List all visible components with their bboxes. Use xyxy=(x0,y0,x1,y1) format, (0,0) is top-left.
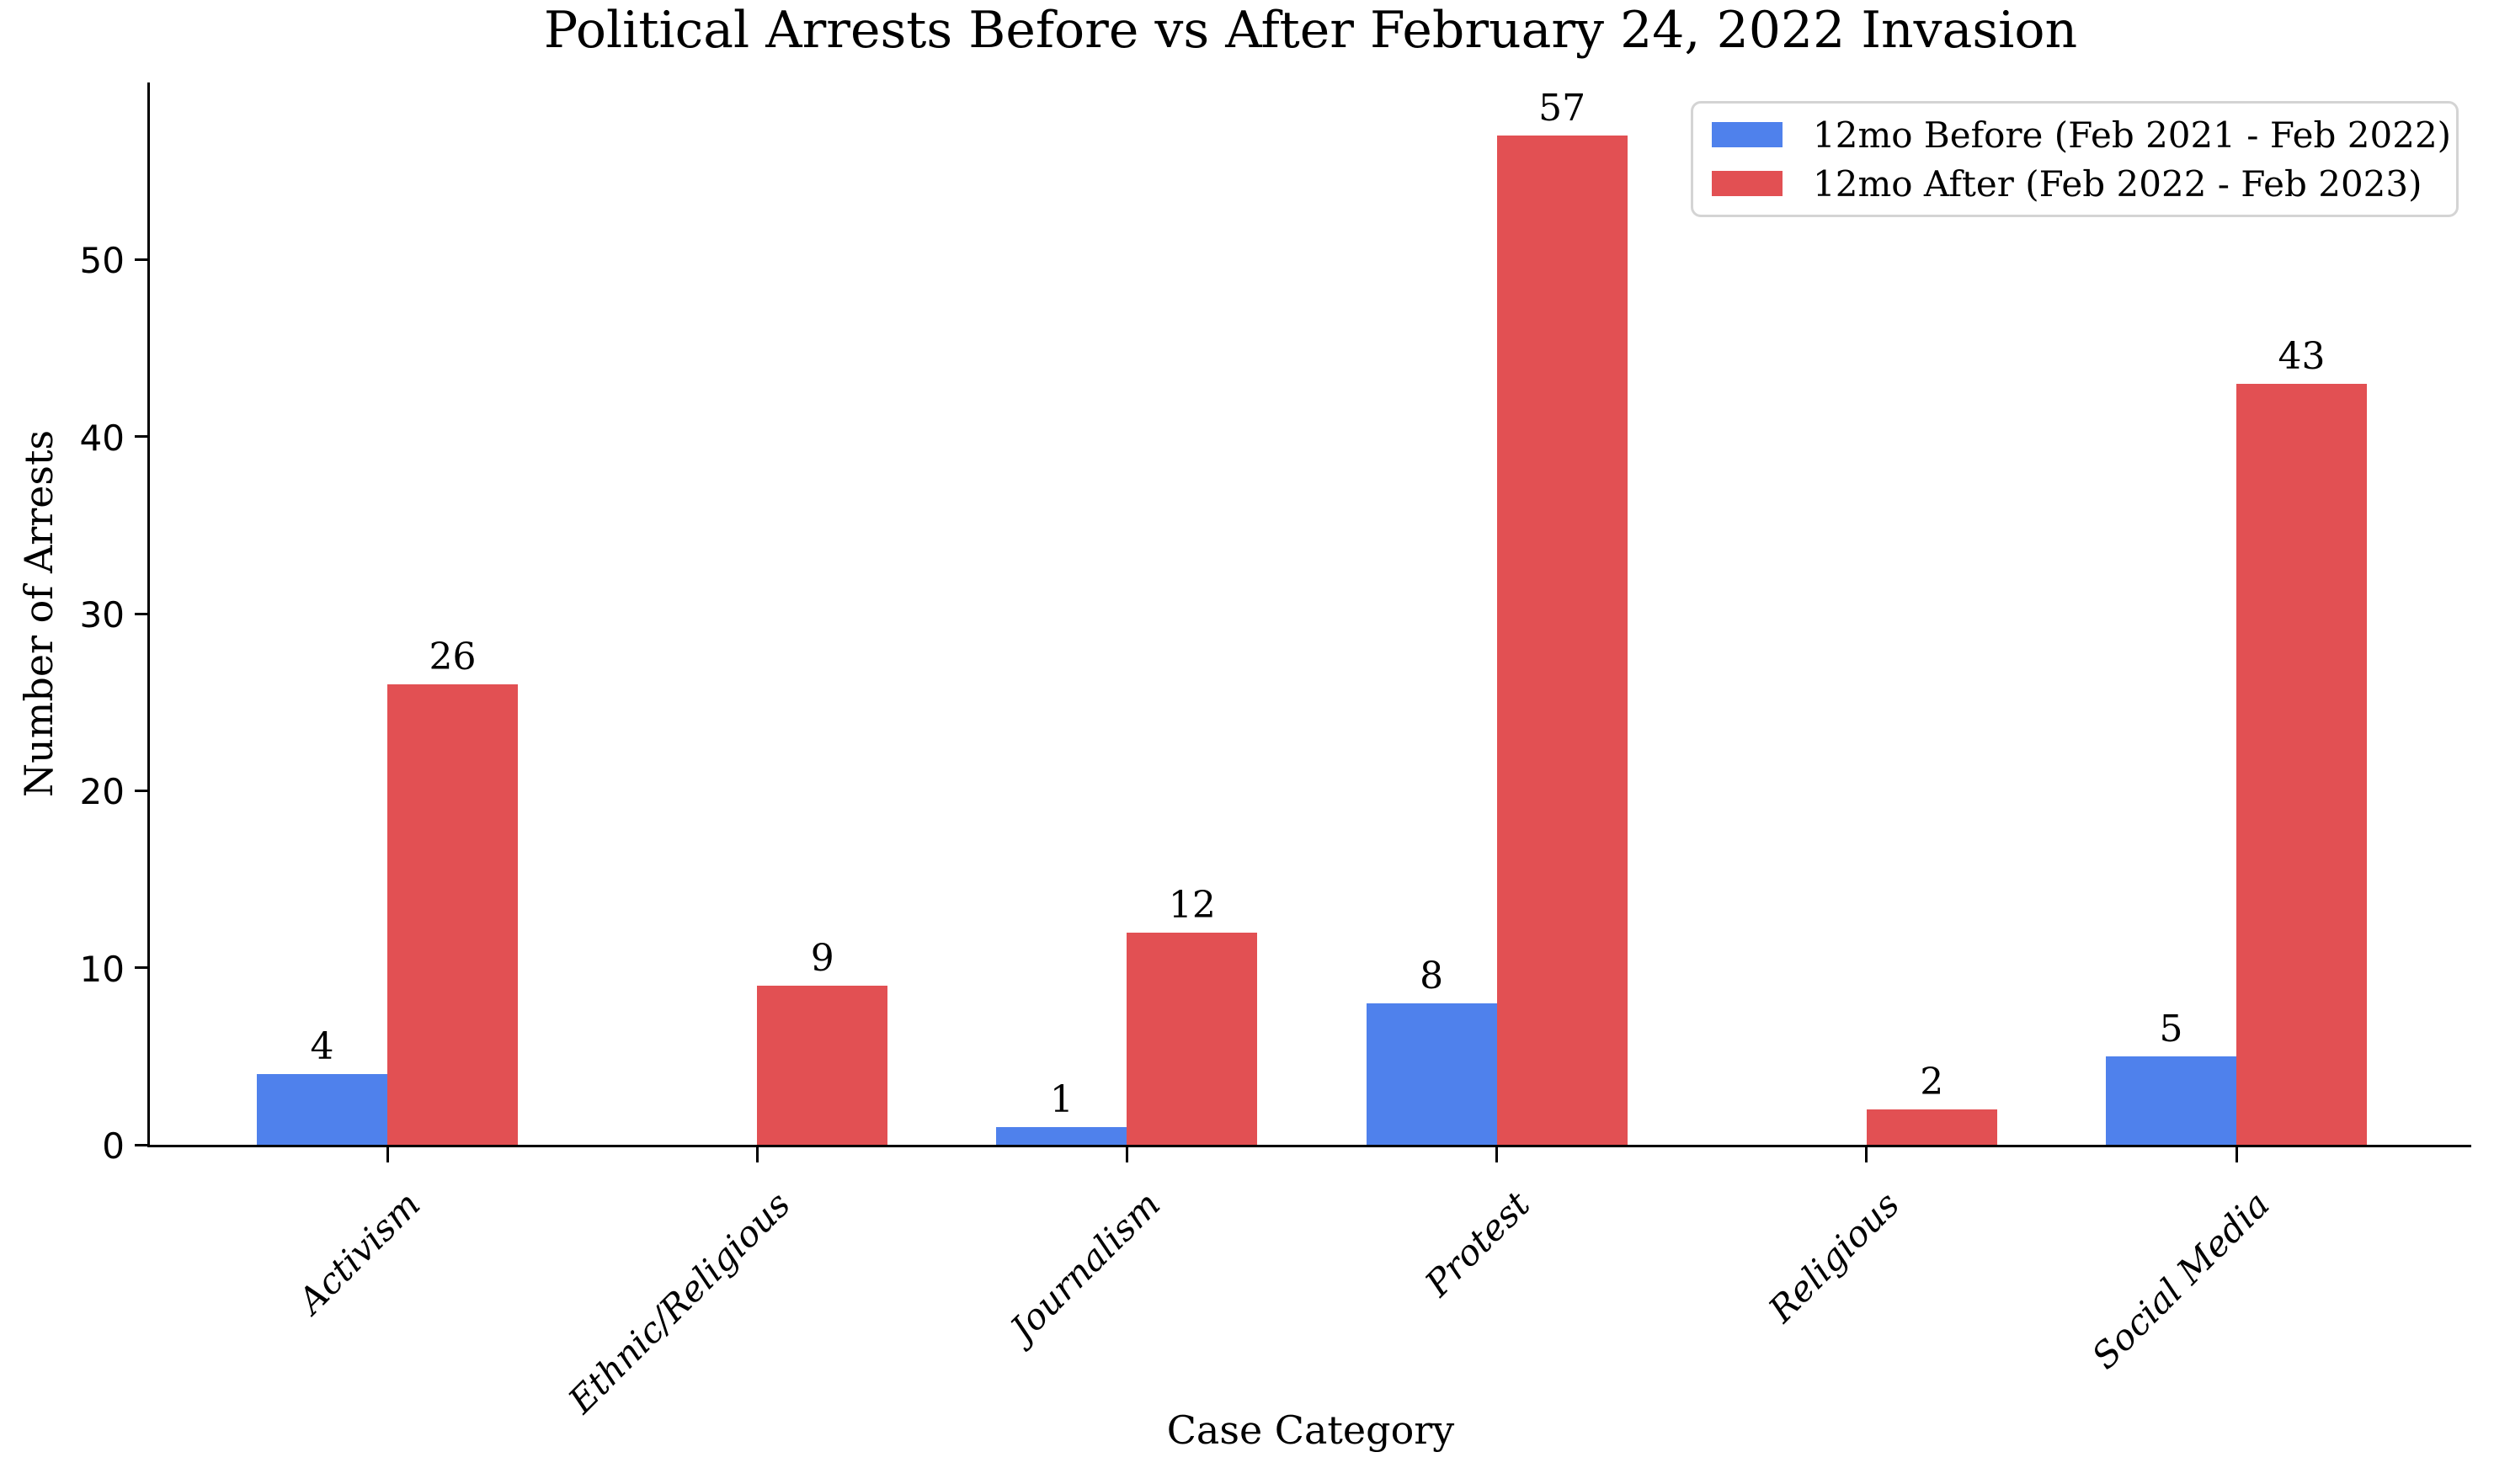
x-category-label-social-media: Social Media xyxy=(2083,1183,2278,1377)
y-tick-label: 20 xyxy=(79,771,125,813)
y-axis-tick xyxy=(135,966,147,970)
bar-before-activism xyxy=(257,1073,387,1145)
bar-before-social-media xyxy=(2106,1056,2236,1145)
y-axis-tick xyxy=(135,1143,147,1146)
legend-entry-before: 12mo Before (Feb 2021 - Feb 2022) xyxy=(1712,114,2452,156)
bar-after-social-media xyxy=(2236,383,2367,1145)
x-category-label-religious: Religious xyxy=(1761,1183,1908,1331)
legend-entry-after: 12mo After (Feb 2022 - Feb 2023) xyxy=(1712,163,2448,205)
y-tick-label: 0 xyxy=(102,1125,125,1167)
y-axis-tick xyxy=(135,612,147,615)
y-axis-spine xyxy=(147,82,150,1147)
legend: 12mo Before (Feb 2021 - Feb 2022) 12mo A… xyxy=(1691,101,2459,217)
y-axis-tick xyxy=(135,258,147,261)
bar-after-protest xyxy=(1496,136,1628,1145)
x-axis-spine xyxy=(147,1145,2471,1147)
x-axis-tick xyxy=(1865,1147,1868,1162)
bar-value-label: 8 xyxy=(1420,954,1444,997)
x-axis-tick xyxy=(755,1147,759,1162)
bar-value-label: 12 xyxy=(1168,883,1216,927)
bar-before-protest xyxy=(1366,1003,1497,1145)
bar-after-journalism xyxy=(1127,932,1258,1145)
bar-value-label: 5 xyxy=(2159,1007,2183,1051)
legend-swatch-before-icon xyxy=(1712,122,1783,147)
y-tick-label: 50 xyxy=(79,240,125,282)
legend-label-after: 12mo After (Feb 2022 - Feb 2023) xyxy=(1813,162,2422,205)
x-category-label-ethnic-religious: Ethnic/Religious xyxy=(560,1183,798,1422)
legend-label-before: 12mo Before (Feb 2021 - Feb 2022) xyxy=(1813,114,2452,156)
bar-value-label: 1 xyxy=(1049,1077,1074,1121)
x-category-label-activism: Activism xyxy=(290,1183,429,1322)
legend-swatch-after-icon xyxy=(1712,171,1783,196)
bar-value-label: 26 xyxy=(429,636,477,679)
bar-value-label: 9 xyxy=(810,936,834,980)
y-tick-label: 30 xyxy=(79,594,125,636)
y-tick-label: 40 xyxy=(79,417,125,459)
bar-after-ethnic-religious xyxy=(757,985,888,1145)
y-axis-tick xyxy=(135,789,147,792)
bar-after-religious xyxy=(1866,1109,1997,1145)
y-axis-tick xyxy=(135,435,147,439)
x-axis-tick xyxy=(386,1147,389,1162)
x-category-label-protest: Protest xyxy=(1416,1183,1538,1305)
x-axis-label: Case Category xyxy=(1166,1407,1455,1453)
bar-value-label: 57 xyxy=(1538,87,1586,130)
bar-before-journalism xyxy=(996,1126,1127,1145)
x-category-label-journalism: Journalism xyxy=(1002,1183,1169,1349)
bar-after-activism xyxy=(387,684,518,1145)
bar-value-label: 43 xyxy=(2278,334,2326,378)
x-axis-tick xyxy=(1495,1147,1499,1162)
chart-title: Political Arrests Before vs After Februa… xyxy=(543,1,2078,60)
y-tick-label: 10 xyxy=(79,948,125,990)
bar-value-label: 2 xyxy=(1920,1060,1944,1104)
bar-value-label: 4 xyxy=(310,1024,334,1068)
x-axis-tick xyxy=(1125,1147,1128,1162)
x-axis-tick xyxy=(2235,1147,2238,1162)
